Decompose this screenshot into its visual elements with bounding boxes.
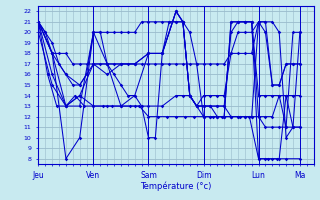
X-axis label: Température (°c): Température (°c)	[140, 181, 212, 191]
